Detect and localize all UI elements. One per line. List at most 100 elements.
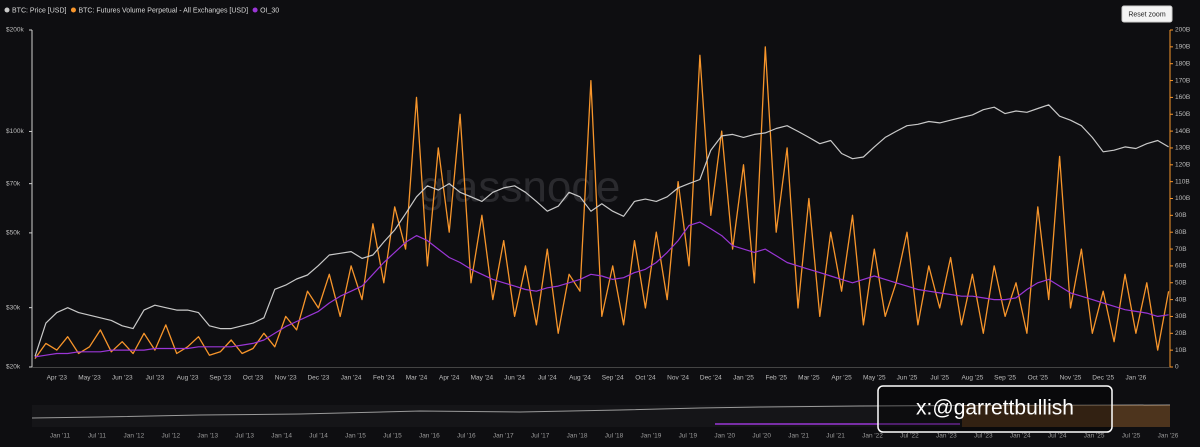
y-tick-label: $50k bbox=[6, 230, 21, 237]
y2-tick-label: 60B bbox=[1175, 263, 1187, 270]
x-tick-label: Apr '24 bbox=[439, 375, 460, 382]
navigator-label: Jan '12 bbox=[123, 433, 144, 440]
navigator-label: Jul '11 bbox=[88, 433, 106, 440]
y2-tick-label: 150B bbox=[1175, 111, 1190, 118]
x-tick-label: Dec '25 bbox=[1092, 375, 1114, 382]
x-tick-label: Jul '24 bbox=[538, 375, 557, 382]
y2-tick-label: 80B bbox=[1175, 229, 1187, 236]
y2-tick-label: 130B bbox=[1175, 145, 1190, 152]
x-tick-label: Oct '25 bbox=[1028, 375, 1049, 382]
navigator bbox=[31, 404, 1171, 427]
x-tick-label: Mar '25 bbox=[798, 375, 820, 382]
navigator-bg bbox=[32, 405, 1170, 427]
y-tick-label: $200k bbox=[6, 27, 24, 34]
y2-tick-label: 90B bbox=[1175, 212, 1187, 219]
navigator-label: Jul '16 bbox=[457, 433, 476, 440]
navigator-label: Jul '25 bbox=[1122, 433, 1141, 440]
legend-label: BTC: Price [USD] bbox=[12, 7, 67, 14]
series-line bbox=[34, 46, 1170, 359]
navigator-label: Jul '21 bbox=[826, 433, 845, 440]
x-tick-label: Jun '23 bbox=[112, 375, 133, 382]
reset-button[interactable]: Reset zoom bbox=[1121, 5, 1173, 23]
y2-tick-label: 200B bbox=[1175, 27, 1190, 34]
series-line bbox=[34, 221, 1169, 358]
navigator-label: Jul '22 bbox=[900, 433, 919, 440]
x-tick-label: Aug '23 bbox=[177, 375, 199, 382]
y2-tick-label: 100B bbox=[1175, 195, 1190, 202]
x-tick-label: Jan '25 bbox=[733, 375, 754, 382]
x-tick-label: Dec '24 bbox=[700, 375, 722, 382]
navigator-label: Jan '22 bbox=[862, 433, 883, 440]
y2-tick-label: 50B bbox=[1175, 279, 1187, 286]
x-tick-label: Oct '23 bbox=[243, 375, 264, 382]
legend-marker bbox=[70, 7, 76, 13]
x-tick-label: Jan '26 bbox=[1126, 375, 1147, 382]
navigator-line bbox=[31, 404, 1171, 419]
navigator-label: Jan '20 bbox=[714, 433, 735, 440]
x-tick-label: Jun '25 bbox=[897, 375, 918, 382]
overlay: x:@garrettbullish bbox=[877, 385, 1113, 433]
y2-tick-label: 190B bbox=[1175, 44, 1190, 51]
legend-label: OI_30 bbox=[260, 7, 279, 14]
navigator-label: Jan '15 bbox=[345, 433, 366, 440]
y2-tick-label: 20B bbox=[1175, 330, 1187, 337]
x-tick-label: Nov '24 bbox=[667, 375, 689, 382]
y2-tick-label: 30B bbox=[1175, 313, 1187, 320]
x-tick-label: Aug '25 bbox=[961, 375, 983, 382]
navigator-label: Jul '12 bbox=[162, 433, 181, 440]
navigator-window[interactable] bbox=[962, 405, 1170, 427]
watermark: glassnode bbox=[420, 163, 621, 212]
y2-tick-label: 10B bbox=[1175, 347, 1187, 354]
legend-marker bbox=[4, 7, 10, 13]
series-line bbox=[34, 104, 1169, 357]
y2-tick-label: 0 bbox=[1175, 364, 1179, 371]
navigator-label: Jul '24 bbox=[1048, 433, 1067, 440]
x-tick-label: Sep '23 bbox=[209, 375, 231, 382]
navigator-label: Jul '17 bbox=[531, 433, 550, 440]
y2-tick-label: 180B bbox=[1175, 60, 1190, 67]
x-tick-label: Jul '25 bbox=[930, 375, 949, 382]
y-tick-label: $30k bbox=[6, 304, 21, 311]
y2-tick-label: 120B bbox=[1175, 162, 1190, 169]
navigator-label: Jul '14 bbox=[309, 433, 328, 440]
navigator-label: Jan '18 bbox=[567, 433, 588, 440]
navigator-label: Jul '20 bbox=[752, 433, 771, 440]
legend-marker bbox=[252, 7, 258, 13]
navigator-label: Jul '13 bbox=[235, 433, 254, 440]
navigator-label: Jan '19 bbox=[641, 433, 662, 440]
x-tick-label: May '24 bbox=[471, 375, 494, 382]
x-tick-label: Jan '24 bbox=[341, 375, 362, 382]
x-tick-label: Oct '24 bbox=[635, 375, 656, 382]
x-tick-label: Mar '24 bbox=[406, 375, 428, 382]
x-tick-label: Nov '25 bbox=[1060, 375, 1082, 382]
x-tick-label: Jun '24 bbox=[504, 375, 525, 382]
navigator-label: Jan '16 bbox=[419, 433, 440, 440]
overlay-text: x:@garrettbullish bbox=[916, 397, 1074, 420]
navigator-label: Jul '15 bbox=[383, 433, 402, 440]
navigator-label: Jan '24 bbox=[1010, 433, 1031, 440]
x-tick-label: Feb '25 bbox=[765, 375, 787, 382]
reset-button-label[interactable]: Reset zoom bbox=[1128, 11, 1166, 18]
x-tick-label: Dec '23 bbox=[307, 375, 329, 382]
legend-label: BTC: Futures Volume Perpetual - All Exch… bbox=[78, 7, 248, 14]
y2-tick-label: 110B bbox=[1175, 178, 1190, 185]
y2-tick-label: 170B bbox=[1175, 77, 1190, 84]
y2-tick-label: 160B bbox=[1175, 94, 1190, 101]
overlay-box bbox=[877, 385, 1113, 433]
y2-tick-label: 70B bbox=[1175, 246, 1187, 253]
navigator-label: Jan '25 bbox=[1084, 433, 1105, 440]
x-tick-label: May '25 bbox=[863, 375, 886, 382]
navigator-label: Jul '19 bbox=[679, 433, 698, 440]
y-tick-label: $70k bbox=[6, 180, 21, 187]
navigator-label: Jan '23 bbox=[936, 433, 957, 440]
x-tick-label: Apr '25 bbox=[831, 375, 852, 382]
navigator-label: Jan '21 bbox=[788, 433, 809, 440]
reset-button-box[interactable] bbox=[1121, 5, 1173, 23]
navigator-label: Jan '13 bbox=[197, 433, 218, 440]
x-tick-label: Feb '24 bbox=[373, 375, 395, 382]
navigator-label: Jan '11 bbox=[50, 433, 71, 440]
y-tick-label: $100k bbox=[6, 128, 24, 135]
navigator-label: Jan '14 bbox=[271, 433, 292, 440]
y2-tick-label: 140B bbox=[1175, 128, 1190, 135]
